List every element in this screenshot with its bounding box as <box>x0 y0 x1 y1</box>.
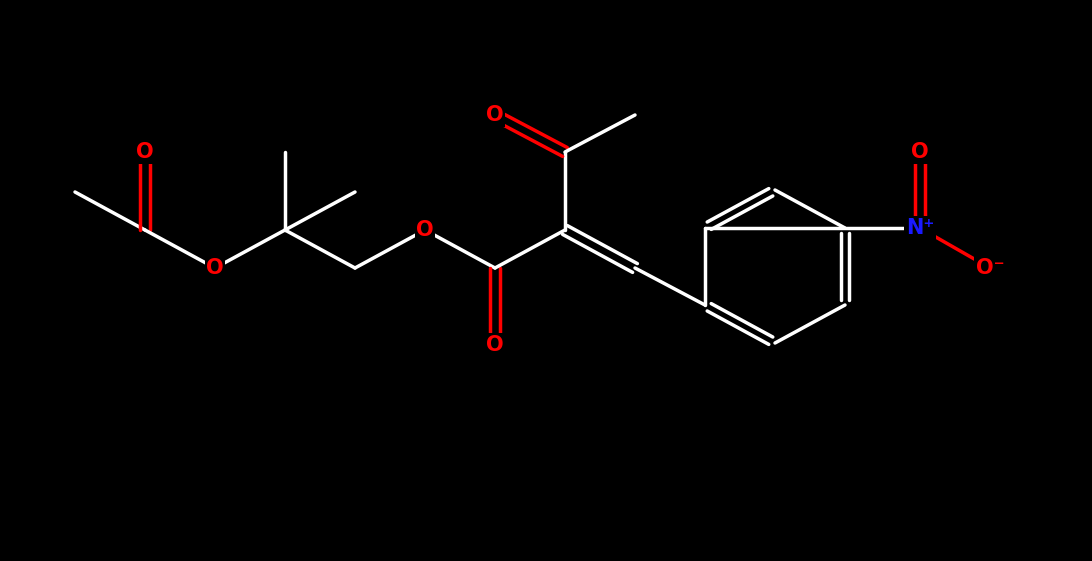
Text: O: O <box>206 258 224 278</box>
Text: N⁺: N⁺ <box>905 218 934 238</box>
Text: O: O <box>136 142 154 162</box>
Text: O: O <box>486 335 503 355</box>
Text: O: O <box>486 105 503 125</box>
Text: O⁻: O⁻ <box>975 258 1005 278</box>
Text: O: O <box>911 142 929 162</box>
Text: O: O <box>416 220 434 240</box>
